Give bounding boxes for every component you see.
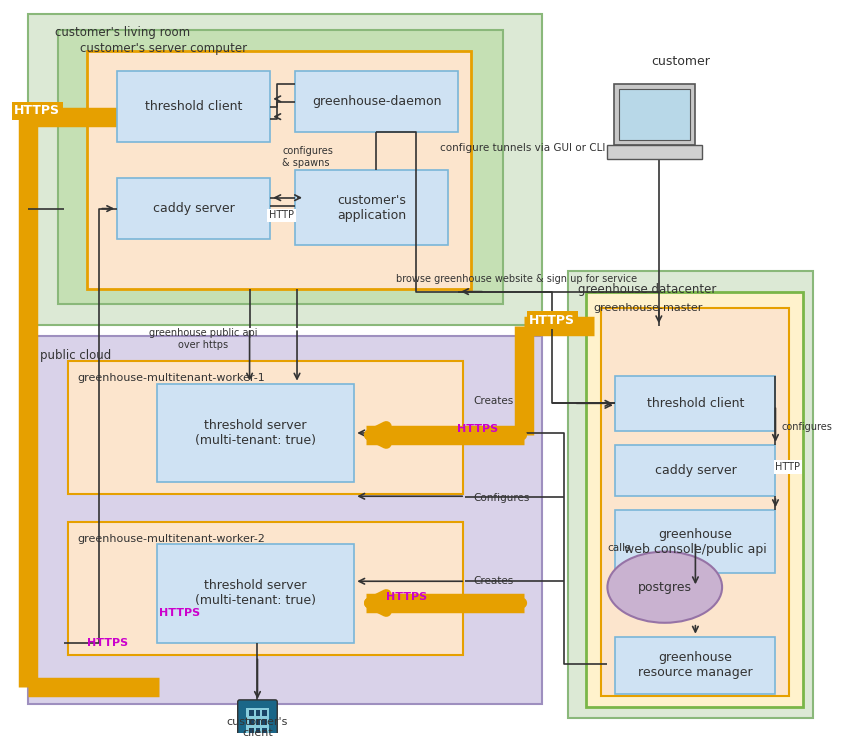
FancyBboxPatch shape [601, 309, 789, 696]
FancyBboxPatch shape [157, 544, 354, 643]
Text: HTTPS: HTTPS [158, 608, 200, 618]
FancyBboxPatch shape [607, 145, 702, 159]
Text: configures
& spawns: configures & spawns [282, 146, 333, 168]
FancyBboxPatch shape [295, 71, 458, 133]
Text: threshold server
(multi-tenant: true): threshold server (multi-tenant: true) [195, 579, 316, 607]
FancyBboxPatch shape [237, 700, 277, 742]
FancyBboxPatch shape [67, 361, 463, 494]
Text: HTTP: HTTP [775, 462, 801, 472]
Text: browse greenhouse website & sign up for service: browse greenhouse website & sign up for … [396, 274, 637, 283]
Text: HTTPS: HTTPS [88, 637, 129, 648]
FancyBboxPatch shape [616, 510, 775, 574]
Text: greenhouse-multitenant-worker-1: greenhouse-multitenant-worker-1 [77, 372, 265, 383]
Text: greenhouse-master: greenhouse-master [594, 303, 703, 313]
Text: configure tunnels via GUI or CLI: configure tunnels via GUI or CLI [440, 143, 605, 154]
FancyBboxPatch shape [619, 89, 690, 140]
FancyBboxPatch shape [246, 708, 269, 738]
FancyBboxPatch shape [263, 719, 268, 725]
FancyBboxPatch shape [616, 637, 775, 694]
Text: threshold client: threshold client [145, 100, 242, 114]
FancyBboxPatch shape [67, 522, 463, 655]
Text: greenhouse-multitenant-worker-2: greenhouse-multitenant-worker-2 [77, 533, 265, 544]
Ellipse shape [607, 551, 722, 623]
FancyBboxPatch shape [157, 384, 354, 482]
Text: HTTPS: HTTPS [14, 104, 61, 117]
Text: HTTPS: HTTPS [530, 314, 575, 326]
Text: HTTPS: HTTPS [457, 424, 498, 434]
FancyBboxPatch shape [248, 719, 253, 725]
FancyBboxPatch shape [615, 84, 695, 145]
Text: calls: calls [608, 542, 632, 553]
FancyBboxPatch shape [28, 14, 542, 325]
FancyBboxPatch shape [255, 719, 260, 725]
FancyBboxPatch shape [248, 728, 253, 734]
Text: caddy server: caddy server [153, 202, 235, 215]
FancyBboxPatch shape [88, 51, 471, 289]
FancyBboxPatch shape [586, 292, 803, 707]
Text: HTTP: HTTP [269, 211, 295, 220]
Text: configures: configures [781, 422, 832, 432]
Text: customer's
application: customer's application [337, 194, 406, 222]
FancyBboxPatch shape [616, 445, 775, 496]
FancyBboxPatch shape [263, 728, 268, 734]
Text: Configures: Configures [473, 493, 530, 503]
Text: greenhouse
web console/public api: greenhouse web console/public api [624, 528, 767, 556]
Text: postgres: postgres [637, 581, 692, 594]
Text: customer's
client: customer's client [226, 717, 288, 738]
FancyBboxPatch shape [248, 710, 253, 716]
FancyBboxPatch shape [616, 375, 775, 431]
Text: customer's server computer: customer's server computer [79, 42, 247, 54]
Text: greenhouse datacenter: greenhouse datacenter [578, 283, 717, 296]
Text: public cloud: public cloud [40, 349, 111, 362]
Text: customer: customer [651, 55, 710, 68]
Text: Creates: Creates [473, 396, 514, 407]
Text: greenhouse-daemon: greenhouse-daemon [312, 95, 441, 108]
Text: threshold client: threshold client [647, 397, 744, 410]
FancyBboxPatch shape [255, 728, 260, 734]
Text: caddy server: caddy server [654, 464, 736, 477]
FancyBboxPatch shape [28, 336, 542, 704]
FancyBboxPatch shape [295, 170, 448, 245]
FancyBboxPatch shape [117, 178, 270, 239]
Text: greenhouse
resource manager: greenhouse resource manager [638, 651, 753, 679]
Text: greenhouse public api
over https: greenhouse public api over https [149, 328, 258, 349]
FancyBboxPatch shape [263, 710, 268, 716]
Text: customer's living room: customer's living room [55, 26, 190, 39]
Text: Creates: Creates [473, 577, 514, 586]
FancyBboxPatch shape [568, 271, 813, 718]
Text: threshold server
(multi-tenant: true): threshold server (multi-tenant: true) [195, 419, 316, 447]
FancyBboxPatch shape [255, 710, 260, 716]
Text: HTTPS: HTTPS [386, 592, 427, 602]
FancyBboxPatch shape [58, 30, 503, 304]
FancyBboxPatch shape [117, 71, 270, 142]
